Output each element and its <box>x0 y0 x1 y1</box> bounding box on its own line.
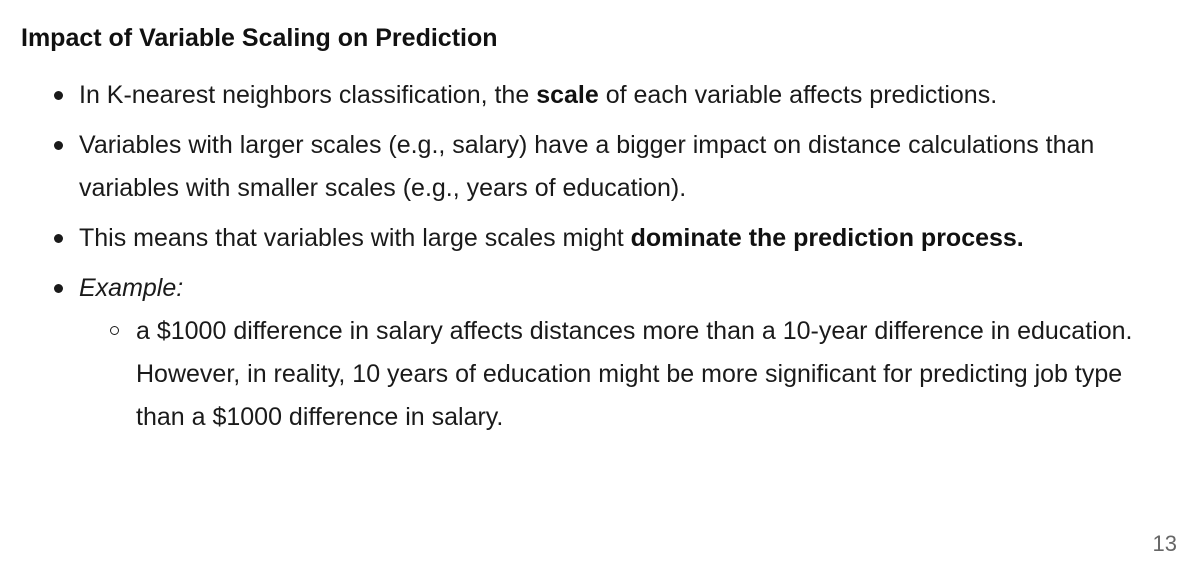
bullet-list: In K-nearest neighbors classification, t… <box>54 74 1159 446</box>
bullet-text-bold: scale <box>536 81 599 109</box>
bullet-dot-icon <box>54 234 63 243</box>
bullet-dot-icon <box>54 284 63 293</box>
page-number: 13 <box>1152 531 1177 556</box>
bullet-dot-icon <box>54 91 63 100</box>
bullet-text-bold: dominate the prediction process. <box>630 224 1024 252</box>
bullet-dot-icon <box>54 141 63 150</box>
bullet-item-knn-scale: In K-nearest neighbors classification, t… <box>54 74 1159 117</box>
bullet-text-post: of each variable affects predictions. <box>598 81 998 109</box>
bullet-item-larger-scales: Variables with larger scales (e.g., sala… <box>54 124 1159 210</box>
bullet-text-pre: In K-nearest neighbors classification, t… <box>79 81 537 109</box>
slide-title: Impact of Variable Scaling on Prediction <box>21 24 498 52</box>
sub-bullet-text: a $1000 difference in salary affects dis… <box>136 317 1133 431</box>
bullet-text-pre: This means that variables with large sca… <box>79 224 631 252</box>
bullet-item-dominate: This means that variables with large sca… <box>54 217 1159 260</box>
bullet-item-example: Example: a $1000 difference in salary af… <box>54 267 1159 439</box>
example-label: Example: <box>79 274 184 302</box>
sub-bullet-list: a $1000 difference in salary affects dis… <box>79 310 1159 439</box>
sub-bullet-ring-icon <box>110 326 119 335</box>
sub-bullet-item: a $1000 difference in salary affects dis… <box>110 310 1159 439</box>
bullet-text: Variables with larger scales (e.g., sala… <box>79 131 1095 202</box>
